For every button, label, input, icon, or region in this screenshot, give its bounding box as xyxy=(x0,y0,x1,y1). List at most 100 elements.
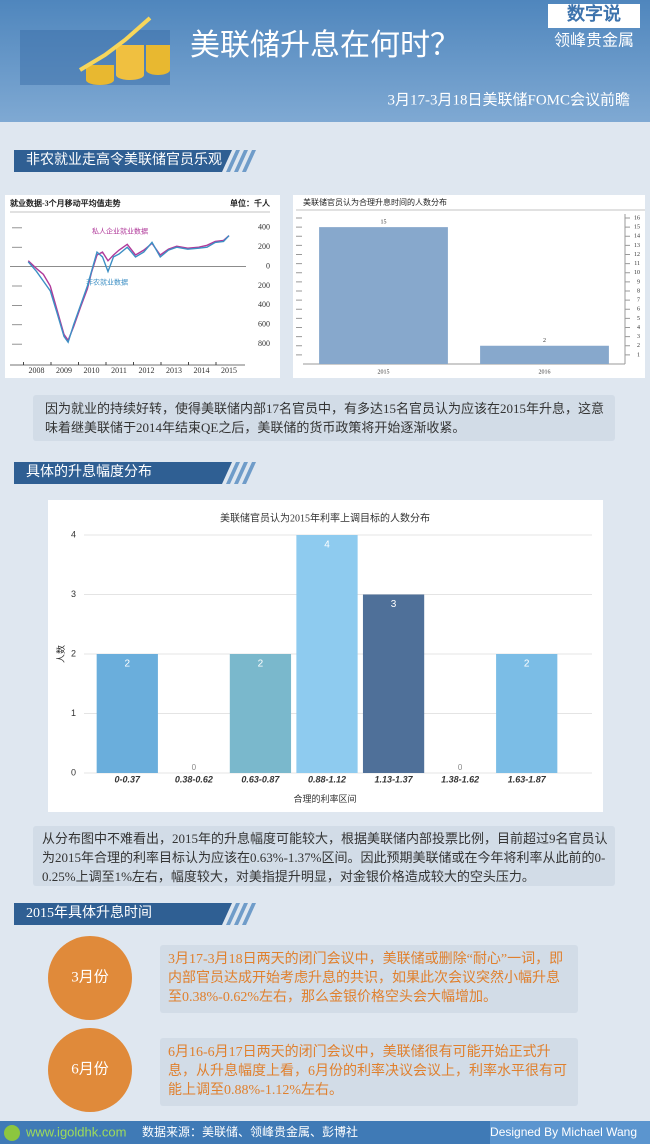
y-tick-label: 9 xyxy=(637,279,640,285)
x-tick-label: 1.13-1.37 xyxy=(375,774,414,784)
y-tick-label: 4 xyxy=(71,529,76,539)
y-tick-label: 8 xyxy=(637,288,640,294)
y-tick-label: 7 xyxy=(637,298,640,304)
section-stripe xyxy=(242,903,256,925)
text-box xyxy=(160,1038,578,1106)
site: www.igoldhk.com xyxy=(25,1124,126,1139)
timeline-text: 6月16-6月17日两天的闭门会议中，美联储很有可能开始正式升息，从升息幅度上看… xyxy=(168,1045,567,1098)
brand: 数字说 xyxy=(567,3,621,24)
y-tick-label: 200 xyxy=(258,281,270,290)
section-bar xyxy=(14,150,232,172)
series-label: 私人企业就业数据 xyxy=(92,227,148,236)
y-tick-label: 5 xyxy=(637,316,640,322)
source: 数据来源：美联储、领峰贵金属、彭博社 xyxy=(142,1124,358,1139)
section-stripe xyxy=(242,150,256,172)
bar xyxy=(480,345,609,364)
section-bar xyxy=(14,462,232,484)
x-tick-label: 2011 xyxy=(111,366,127,375)
text-box xyxy=(33,826,615,886)
section-stripe xyxy=(226,462,240,484)
chart-title: 就业数据-3个月移动平均值走势 xyxy=(10,198,121,208)
section-title: 具体的升息幅度分布 xyxy=(26,463,152,480)
x-tick-label: 2009 xyxy=(56,366,72,375)
subtitle: 3月17-3月18日美联储FOMC会议前瞻 xyxy=(387,91,630,108)
series-line xyxy=(27,235,230,344)
y-tick-label: 800 xyxy=(258,339,270,348)
y-tick-label: 200 xyxy=(258,242,270,251)
designer: Designed By Michael Wang xyxy=(490,1125,637,1139)
section-stripe xyxy=(234,903,248,925)
value-label: 2 xyxy=(125,659,131,670)
series-label: 非农就业数据 xyxy=(86,278,128,287)
bar xyxy=(319,227,448,364)
y-tick-label: 400 xyxy=(258,300,270,309)
timeline-text: 3月17-3月18日两天的闭门会议中，美联储或删除“耐心”一词，即内部官员达成开… xyxy=(168,952,564,1005)
y-tick-label: 1 xyxy=(71,708,76,718)
y-tick-label: 1 xyxy=(637,352,640,358)
y-tick-label: 2 xyxy=(71,648,76,658)
section-bar xyxy=(14,903,232,925)
x-tick-label: 1.63-1.87 xyxy=(508,774,547,784)
chart-title: 美联储官员认为2015年利率上调目标的人数分布 xyxy=(220,511,430,524)
x-tick-label: 0-0.37 xyxy=(115,774,142,784)
brand-box xyxy=(548,4,640,28)
y-tick-label: 15 xyxy=(634,225,640,231)
value-label: 15 xyxy=(381,220,387,226)
x-tick-label: 2012 xyxy=(139,366,155,375)
chart-title: 美联储官员认为合理升息时间的人数分布 xyxy=(303,197,447,207)
footer-logo xyxy=(4,1125,20,1141)
value-label: 2 xyxy=(524,659,530,670)
y-tick-label: 14 xyxy=(634,234,640,240)
x-tick-label: 1.38-1.62 xyxy=(441,774,479,784)
value-label: 2 xyxy=(258,659,264,670)
timeline-label: 6月份 xyxy=(71,1060,109,1077)
timeline-label: 3月份 xyxy=(71,968,109,985)
section-title: 非农就业走高令美联储官员乐观 xyxy=(26,151,222,168)
title: 美联储升息在何时？ xyxy=(190,29,460,62)
y-tick-label: 12 xyxy=(634,252,640,258)
section-stripe xyxy=(226,150,240,172)
value-label: 0 xyxy=(192,763,197,772)
y-tick-label: 6 xyxy=(637,307,640,313)
paragraph: 因为就业的持续好转，使得美联储内部17名官员中，有多达15名官员认为应该在201… xyxy=(45,401,605,435)
y-tick-label: 3 xyxy=(71,589,76,599)
y-tick-label: 0 xyxy=(71,767,76,777)
section-stripe xyxy=(226,903,240,925)
x-tick-label: 2010 xyxy=(84,366,100,375)
y-tick-label: 16 xyxy=(634,215,640,221)
x-tick-label: 2008 xyxy=(29,366,45,375)
section-stripe xyxy=(234,150,248,172)
section-stripe xyxy=(242,462,256,484)
text-box xyxy=(160,945,578,1013)
company: 领峰贵金属 xyxy=(554,32,634,50)
bar xyxy=(96,654,158,773)
x-tick-label: 2014 xyxy=(194,366,210,375)
x-tick-label: 2015 xyxy=(378,369,390,375)
value-label: 3 xyxy=(391,599,397,610)
y-tick-label: 600 xyxy=(258,320,270,329)
x-tick-label: 0.38-0.62 xyxy=(175,774,213,784)
y-tick-label: 3 xyxy=(637,334,640,340)
footer-bg xyxy=(490,1121,650,1144)
bar xyxy=(229,654,292,773)
x-tick-label: 0.63-0.87 xyxy=(241,774,280,784)
y-tick-label: 400 xyxy=(258,223,270,232)
x-tick-label: 2016 xyxy=(539,369,551,375)
timeline-marker xyxy=(48,1028,132,1112)
y-tick-label: 2 xyxy=(637,343,640,349)
value-label: 2 xyxy=(543,338,546,344)
y-tick-label: 0 xyxy=(266,261,270,270)
section-title: 2015年具体升息时间 xyxy=(26,904,152,921)
timeline-marker xyxy=(48,936,132,1020)
y-tick-label: 4 xyxy=(637,325,640,331)
text-box xyxy=(33,395,615,441)
bar xyxy=(362,594,425,773)
bar xyxy=(296,535,358,773)
section-stripe xyxy=(234,462,248,484)
y-axis-label: 人数 xyxy=(55,645,66,663)
chart-card xyxy=(5,195,280,378)
value-label: 4 xyxy=(324,540,330,551)
bar xyxy=(496,654,558,773)
